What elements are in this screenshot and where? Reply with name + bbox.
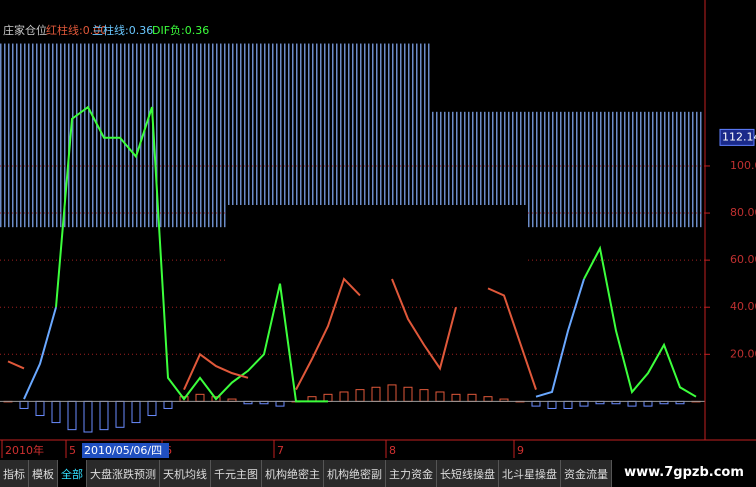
column bbox=[400, 43, 416, 228]
tab[interactable]: 机构绝密副 bbox=[324, 460, 386, 487]
column bbox=[112, 43, 128, 228]
column bbox=[256, 43, 272, 228]
column bbox=[688, 111, 704, 228]
series-line bbox=[55, 105, 697, 403]
columns bbox=[0, 43, 704, 228]
column bbox=[544, 111, 560, 228]
legend-item: DIF负:0.36 bbox=[152, 23, 209, 37]
column bbox=[576, 111, 592, 228]
column bbox=[384, 43, 400, 228]
tab[interactable]: 机构绝密主 bbox=[262, 460, 324, 487]
legend-item: 红柱线:0.00 bbox=[46, 23, 107, 37]
y-tick-label: 80.00 bbox=[730, 206, 756, 219]
tab[interactable]: 全部 bbox=[58, 460, 87, 487]
x-tick-label: 5 bbox=[69, 444, 76, 457]
column bbox=[288, 43, 304, 228]
column bbox=[16, 43, 32, 228]
legend-item: 兰柱线:0.36 bbox=[92, 23, 153, 37]
column bbox=[592, 111, 608, 228]
column bbox=[192, 43, 208, 228]
column bbox=[528, 111, 544, 228]
series-line bbox=[23, 278, 585, 400]
column bbox=[128, 43, 144, 228]
column bbox=[48, 43, 64, 228]
tab[interactable]: 主力资金 bbox=[386, 460, 437, 487]
column bbox=[304, 43, 320, 228]
column bbox=[176, 43, 192, 228]
series-line bbox=[7, 277, 537, 391]
column bbox=[480, 111, 496, 228]
column bbox=[208, 43, 224, 228]
chart: 庄家仓位 红柱线:0.00 兰柱线:0.36 DIF负:0.36 20.00 40… bbox=[0, 0, 756, 460]
tab[interactable]: 千元主图 bbox=[211, 460, 262, 487]
y-tick-label: 60.00 bbox=[730, 253, 756, 266]
right-axis: 20.00 40.00 60.00 80.00 100.0 112.14 bbox=[705, 128, 756, 360]
column bbox=[464, 111, 480, 228]
column bbox=[32, 43, 48, 228]
column bbox=[656, 111, 672, 228]
x-tick-label: 7 bbox=[277, 444, 284, 457]
column bbox=[672, 111, 688, 228]
column bbox=[224, 43, 240, 228]
y-tick-label: 40.00 bbox=[730, 300, 756, 313]
tab[interactable]: 长短线操盘 bbox=[437, 460, 499, 487]
column bbox=[416, 43, 432, 228]
column bbox=[560, 111, 576, 228]
column bbox=[0, 43, 16, 228]
cursor-date-box bbox=[82, 443, 169, 458]
column bbox=[352, 43, 368, 228]
lines bbox=[7, 105, 697, 403]
column bbox=[336, 43, 352, 228]
column bbox=[432, 111, 448, 228]
tab[interactable]: 天机均线 bbox=[160, 460, 211, 487]
column bbox=[448, 111, 464, 228]
column bbox=[320, 43, 336, 228]
cursor-date: 2010/05/06/四 bbox=[84, 444, 162, 457]
tab[interactable]: 模板 bbox=[29, 460, 58, 487]
x-tick-label: 9 bbox=[517, 444, 524, 457]
tab[interactable]: 大盘涨跌预测 bbox=[87, 460, 160, 487]
tab[interactable]: 指标 bbox=[0, 460, 29, 487]
tab[interactable]: 北斗星操盘 bbox=[499, 460, 561, 487]
x-tick-label: 8 bbox=[389, 444, 396, 457]
current-value-box bbox=[719, 128, 755, 146]
column bbox=[640, 111, 656, 228]
overlay-box bbox=[228, 205, 528, 275]
column bbox=[64, 43, 80, 228]
column bbox=[496, 111, 512, 228]
y-tick-label: 100.0 bbox=[730, 159, 756, 172]
current-value: 112.14 bbox=[722, 130, 756, 143]
column bbox=[96, 43, 112, 228]
column bbox=[608, 111, 624, 228]
y-tick-label: 20.00 bbox=[730, 347, 756, 360]
column bbox=[624, 111, 640, 228]
column bbox=[240, 43, 256, 228]
tab[interactable]: 资金流量 bbox=[561, 460, 612, 487]
column bbox=[80, 43, 96, 228]
column bbox=[368, 43, 384, 228]
watermark: www.7gpzb.com bbox=[612, 458, 756, 487]
x-tick-label: 2010年 bbox=[5, 443, 44, 457]
indicator-title: 庄家仓位 bbox=[3, 23, 47, 37]
column bbox=[160, 43, 176, 228]
column bbox=[272, 43, 288, 228]
column bbox=[512, 111, 528, 228]
